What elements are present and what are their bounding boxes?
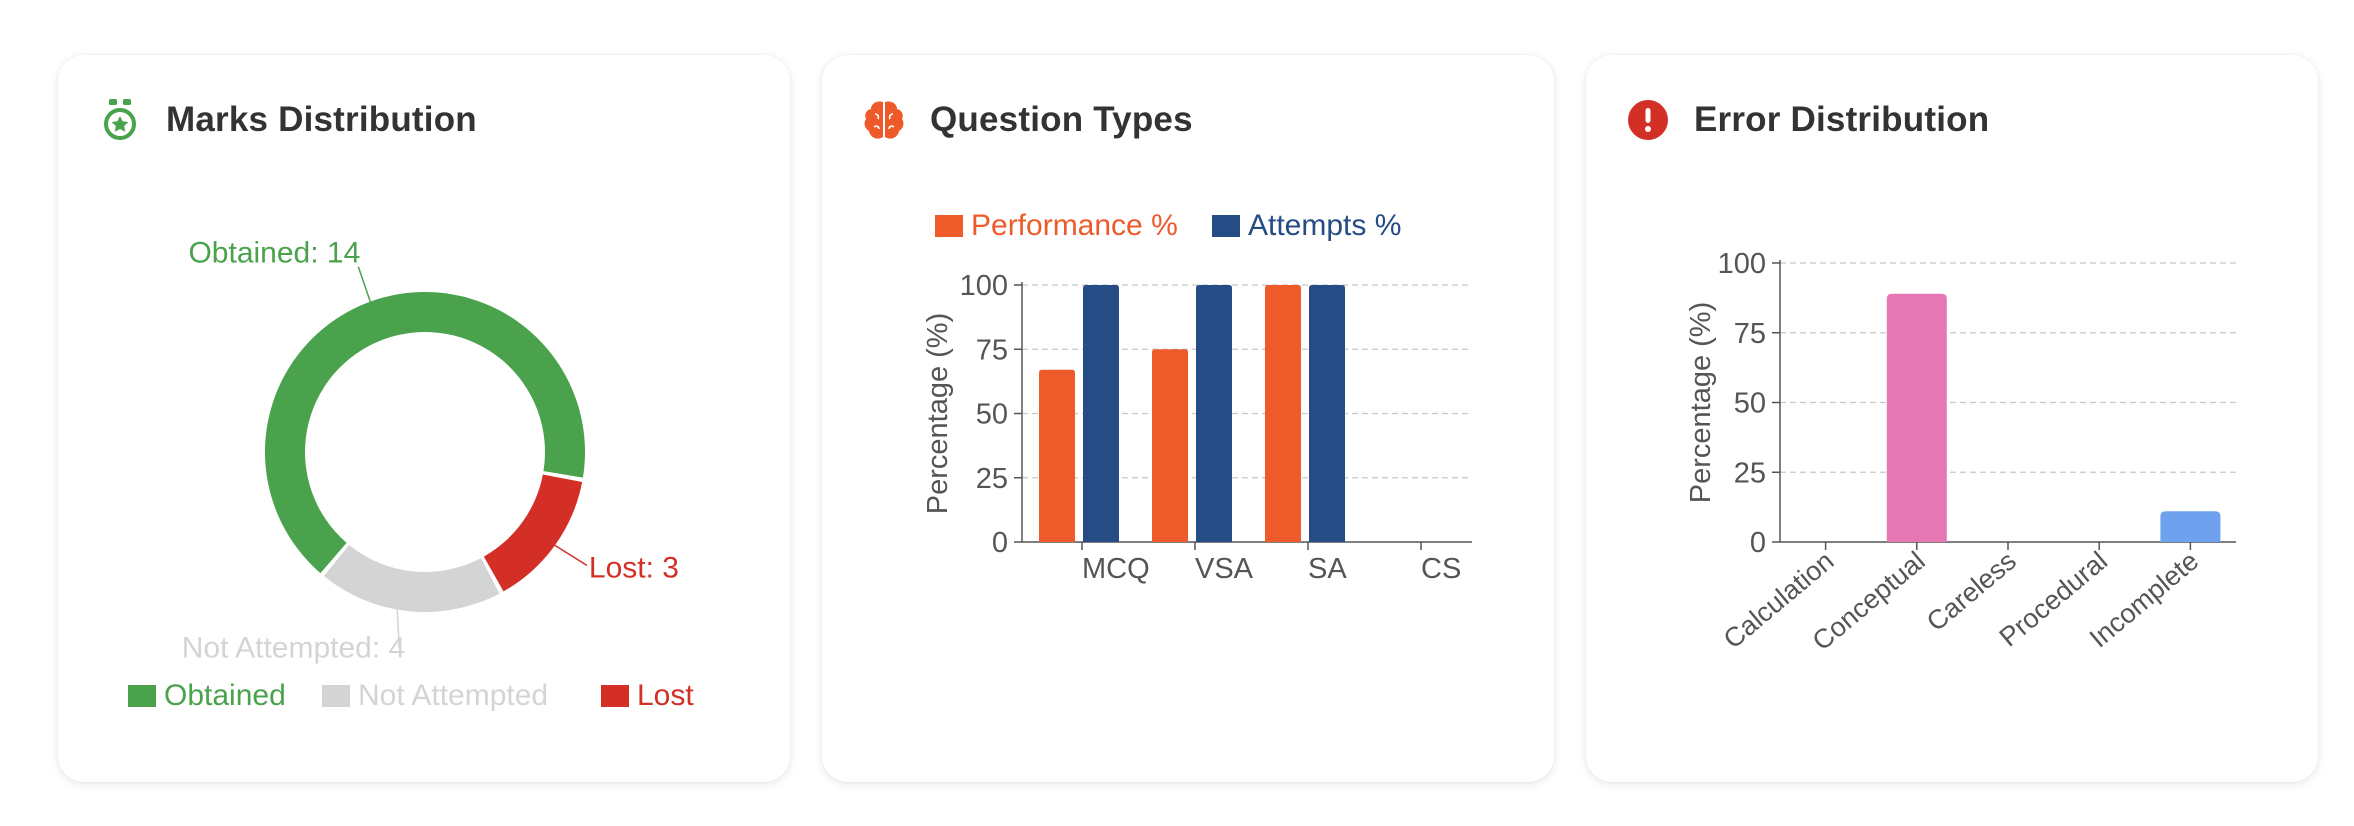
y-tick-label: 50 — [1734, 388, 1766, 420]
donut-leader-line — [357, 266, 371, 302]
alert-circle-icon — [1628, 100, 1668, 140]
y-tick-label: 0 — [1750, 527, 1766, 559]
bar-attempts-vsa — [1196, 285, 1232, 542]
y-tick-label: 25 — [1734, 457, 1766, 489]
donut-leader-line — [554, 544, 588, 567]
y-tick-label: 100 — [960, 270, 1008, 302]
bar-performance-vsa — [1152, 349, 1188, 542]
marks-distribution-title: Marks Distribution — [166, 100, 477, 139]
legend-label: Obtained — [164, 679, 286, 712]
x-tick-label: SA — [1308, 553, 1347, 585]
brain-icon — [864, 101, 904, 139]
x-tick-label: MCQ — [1082, 553, 1150, 585]
legend-label: Performance % — [971, 209, 1178, 242]
legend-swatch-lost — [601, 685, 629, 707]
bar-performance-mcq — [1039, 369, 1075, 542]
marks-donut-chart: Obtained: 14 Lost: 3 Not Attempted: 4 Obtai… — [128, 237, 694, 712]
x-tick-label: CS — [1421, 553, 1461, 585]
question-types-title: Question Types — [930, 100, 1193, 139]
bar-conceptual — [1886, 293, 1947, 542]
question-types-header: Question Types — [862, 95, 1193, 145]
donut-slice-not-attempted — [323, 544, 500, 612]
error-distribution-card: Error Distribution 0 25 50 75 100 Percentage … — [1586, 55, 2318, 782]
marks-distribution-header: Marks Distribution — [98, 95, 477, 145]
donut-leader-line — [396, 609, 400, 648]
bar-performance-sa — [1265, 285, 1301, 542]
y-tick-label: 75 — [976, 334, 1008, 366]
legend-label: Not Attempted — [358, 679, 548, 712]
legend-swatch-not-attempted — [322, 685, 350, 707]
error-distribution-header: Error Distribution — [1626, 95, 1989, 145]
legend-swatch-attempts — [1212, 215, 1240, 237]
y-tick-label: 50 — [976, 399, 1008, 431]
medal-star-icon — [104, 99, 136, 140]
y-tick-label: 25 — [976, 463, 1008, 495]
error-distribution-title: Error Distribution — [1694, 100, 1990, 139]
y-tick-label: 75 — [1734, 318, 1766, 350]
bar-attempts-mcq — [1083, 285, 1119, 542]
y-axis-label: Percentage (%) — [922, 313, 954, 515]
donut-slice-label: Not Attempted: 4 — [182, 632, 405, 665]
x-tick-label: VSA — [1195, 553, 1254, 585]
legend-swatch-performance — [935, 215, 963, 237]
y-tick-label: 100 — [1718, 248, 1766, 280]
marks-distribution-card: Marks Distribution Obtained: 14 Lost: 3 No… — [58, 55, 790, 782]
y-axis-label: Percentage (%) — [1685, 302, 1717, 504]
donut-slice-label: Lost: 3 — [589, 551, 679, 584]
question-types-card: Question Types 0 25 50 75 100 Percentage (%) M… — [822, 55, 1554, 782]
bar-attempts-sa — [1309, 285, 1345, 542]
bar-incomplete — [2160, 511, 2221, 542]
legend-label: Lost — [637, 679, 694, 712]
legend-swatch-obtained — [128, 685, 156, 707]
donut-slice-lost — [483, 474, 583, 592]
donut-slice-obtained — [265, 292, 585, 574]
y-tick-label: 0 — [992, 527, 1008, 559]
donut-slice-label: Obtained: 14 — [188, 237, 360, 270]
legend-label: Attempts % — [1248, 209, 1401, 242]
